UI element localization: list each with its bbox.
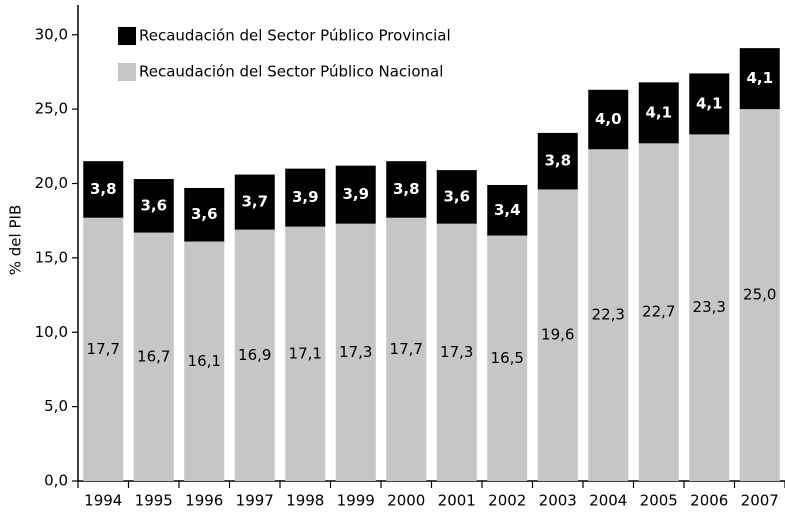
- x-tick-label: 1999: [337, 492, 375, 510]
- bar-segment: [335, 165, 376, 224]
- value-label: 25,0: [743, 286, 776, 304]
- value-label: 3,7: [241, 193, 268, 211]
- value-label: 3,6: [191, 205, 218, 223]
- bar-segment: [487, 184, 528, 236]
- x-tick-label: 1997: [236, 492, 274, 510]
- x-tick-label: 2007: [741, 492, 779, 510]
- value-label: 4,1: [645, 103, 672, 121]
- x-tick-label: 1994: [84, 492, 122, 510]
- value-label: 16,7: [137, 347, 170, 365]
- value-label: 3,6: [140, 196, 167, 214]
- bar-segment: [638, 82, 679, 144]
- x-tick-label: 1996: [185, 492, 223, 510]
- y-tick-label: 10,0: [35, 323, 68, 341]
- bar-segment: [436, 170, 477, 224]
- bar-segment: [386, 217, 427, 481]
- bar-segment: [83, 161, 124, 218]
- value-label: 17,3: [339, 343, 372, 361]
- bar-segment: [638, 143, 679, 481]
- value-label: 17,1: [289, 344, 322, 362]
- bar-segment: [537, 132, 578, 190]
- value-label: 22,3: [592, 306, 625, 324]
- value-label: 19,6: [541, 326, 574, 344]
- bar-segment: [487, 235, 528, 481]
- value-label: 3,9: [292, 188, 319, 206]
- bar-segment: [335, 223, 376, 481]
- y-tick-label: 5,0: [44, 397, 68, 415]
- legend-swatch: [118, 27, 136, 45]
- x-tick-label: 2006: [690, 492, 728, 510]
- x-tick-label: 2003: [539, 492, 577, 510]
- legend-swatch: [118, 63, 136, 81]
- x-tick-label: 2000: [387, 492, 425, 510]
- x-tick-label: 2004: [589, 492, 627, 510]
- x-tick-label: 2001: [438, 492, 476, 510]
- bar-segment: [537, 189, 578, 481]
- value-label: 23,3: [693, 298, 726, 316]
- value-label: 16,5: [491, 349, 524, 367]
- bar-segment: [83, 217, 124, 481]
- value-label: 4,1: [746, 69, 773, 87]
- bar-segment: [739, 109, 780, 481]
- y-tick-label: 25,0: [35, 100, 68, 118]
- value-label: 4,1: [696, 94, 723, 112]
- value-label: 3,8: [90, 180, 117, 198]
- x-tick-label: 2002: [488, 492, 526, 510]
- value-label: 17,7: [87, 340, 120, 358]
- bar-segment: [689, 73, 730, 135]
- value-label: 3,6: [443, 187, 470, 205]
- bar-segment: [588, 89, 629, 150]
- bar-segment: [436, 223, 477, 481]
- bar-segment: [234, 229, 275, 481]
- value-label: 17,3: [440, 343, 473, 361]
- bar-segment: [739, 48, 780, 110]
- y-tick-label: 15,0: [35, 248, 68, 266]
- value-label: 16,9: [238, 346, 271, 364]
- value-label: 16,1: [188, 352, 221, 370]
- y-tick-label: 20,0: [35, 174, 68, 192]
- value-label: 3,8: [393, 180, 420, 198]
- bar-segment: [588, 149, 629, 481]
- value-label: 3,8: [544, 152, 571, 170]
- bar-segment: [184, 187, 225, 242]
- y-tick-label: 0,0: [44, 472, 68, 490]
- bar-segment: [689, 134, 730, 481]
- x-tick-label: 2005: [640, 492, 678, 510]
- x-tick-label: 1995: [135, 492, 173, 510]
- bar-segment: [234, 174, 275, 230]
- value-label: 4,0: [595, 110, 622, 128]
- value-label: 17,7: [390, 340, 423, 358]
- value-label: 22,7: [642, 303, 675, 321]
- value-label: 3,4: [494, 201, 521, 219]
- value-label: 3,9: [342, 185, 369, 203]
- legend-label: Recaudación del Sector Público Nacional: [139, 63, 443, 81]
- x-tick-label: 1998: [286, 492, 324, 510]
- legend-label: Recaudación del Sector Público Provincia…: [139, 27, 451, 45]
- y-axis-label: % del PIB: [7, 205, 25, 275]
- y-tick-label: 30,0: [35, 25, 68, 43]
- bar-segment: [184, 241, 225, 481]
- bar-segment: [285, 168, 326, 227]
- bar-segment: [386, 161, 427, 218]
- bar-segment: [133, 179, 174, 233]
- bar-segment: [285, 226, 326, 481]
- bar-segment: [133, 232, 174, 481]
